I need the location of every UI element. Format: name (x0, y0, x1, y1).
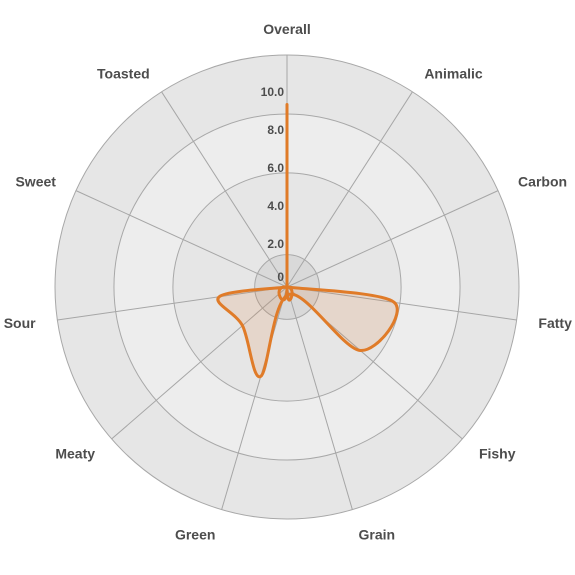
axis-spoke-meaty (111, 286, 288, 440)
tick-label: 6.0 (267, 161, 284, 175)
tick-label: 10.0 (261, 85, 285, 99)
series-0-area (216, 102, 399, 378)
axis-spoke-animalic (286, 91, 413, 288)
axis-label-toasted: Toasted (97, 65, 150, 81)
axis-spoke-grain (286, 286, 353, 510)
series-layer (216, 102, 399, 378)
axis-spoke-toasted (161, 91, 288, 288)
axis-label-fatty: Fatty (538, 315, 572, 331)
axis-spoke-green (221, 286, 288, 510)
axis-labels: Overall Animalic Carbon Fatty Fishy Grain Gree… (4, 21, 572, 543)
axis-label-meaty: Meaty (55, 445, 95, 461)
axis-spoke-sour (57, 286, 288, 321)
axis-label-green: Green (175, 527, 215, 543)
tick-label: 2.0 (267, 237, 284, 251)
axis-label-fishy: Fishy (479, 445, 516, 461)
axis-label-overall: Overall (263, 21, 310, 37)
axis-label-grain: Grain (359, 527, 396, 543)
axis-spoke-sweet (75, 190, 288, 288)
axis-spoke-carbon (286, 190, 499, 288)
axis-spoke-fatty (286, 286, 517, 321)
tick-label: 8.0 (267, 123, 284, 137)
axis-label-animalic: Animalic (424, 65, 483, 81)
axis-label-carbon: Carbon (518, 173, 567, 189)
tick-label: 4.0 (267, 199, 284, 213)
axis-label-sour: Sour (4, 315, 36, 331)
tick-labels: 0 2.0 4.0 6.0 8.0 10.0 (261, 85, 285, 284)
axis-label-sweet: Sweet (15, 173, 56, 189)
tick-label: 0 (277, 270, 284, 284)
